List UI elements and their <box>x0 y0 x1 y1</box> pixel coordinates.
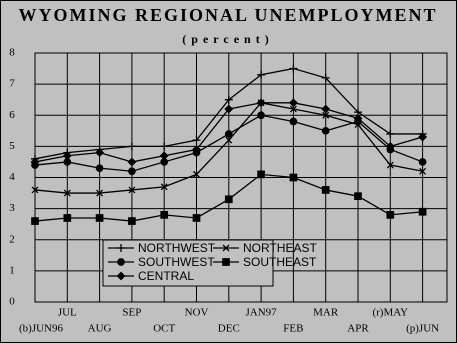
x-tick-label: JUL <box>58 307 77 319</box>
marker <box>95 164 104 173</box>
marker <box>192 214 201 222</box>
marker <box>418 158 427 166</box>
marker <box>322 111 330 119</box>
x-tick-label: (p)JUN <box>406 323 439 335</box>
marker <box>289 117 298 126</box>
marker <box>224 130 233 138</box>
x-tick-label: JAN97 <box>246 307 278 319</box>
x-tick-label: OCT <box>153 323 175 335</box>
marker <box>117 258 125 266</box>
x-tick-label: APR <box>347 323 369 335</box>
y-tick-label: 2 <box>9 233 15 245</box>
marker <box>354 192 362 201</box>
marker <box>289 64 298 73</box>
marker <box>386 129 395 138</box>
marker <box>128 217 136 225</box>
marker <box>193 170 200 178</box>
marker <box>288 98 298 108</box>
marker <box>127 157 137 167</box>
y-tick-label: 4 <box>9 171 15 183</box>
x-tick-label: NOV <box>185 307 209 319</box>
marker <box>321 126 330 135</box>
marker <box>63 189 71 197</box>
marker <box>224 95 233 104</box>
marker <box>160 142 169 151</box>
y-tick-label: 0 <box>9 296 15 308</box>
marker <box>222 244 230 252</box>
marker <box>127 142 136 151</box>
marker <box>321 104 331 114</box>
x-tick-label: (r)MAY <box>372 307 408 319</box>
marker <box>289 105 297 113</box>
marker <box>224 195 233 204</box>
legend-label: SOUTHEAST <box>243 255 317 269</box>
legend-label: SOUTHWEST <box>138 255 215 269</box>
marker <box>160 183 168 191</box>
y-tick-label: 6 <box>9 109 15 121</box>
legend-label: CENTRAL <box>138 269 194 283</box>
x-tick-label: MAR <box>313 307 339 319</box>
marker <box>30 157 40 167</box>
legend-label: NORTHEAST <box>243 241 317 255</box>
marker <box>321 73 330 82</box>
y-tick-label: 8 <box>9 47 15 59</box>
marker <box>63 214 72 222</box>
marker <box>160 210 169 219</box>
x-tick-label: FEB <box>283 323 303 335</box>
marker <box>353 113 363 123</box>
marker <box>159 151 169 161</box>
marker <box>385 141 395 151</box>
marker <box>386 210 395 219</box>
x-tick-label: DEC <box>218 323 240 335</box>
y-tick-label: 3 <box>9 202 15 214</box>
x-tick-label: (b)JUN96 <box>19 323 63 335</box>
marker <box>257 170 265 179</box>
marker <box>95 214 104 222</box>
marker <box>419 167 427 175</box>
y-tick-label: 1 <box>9 264 15 276</box>
y-tick-label: 7 <box>9 78 15 90</box>
marker <box>225 136 233 144</box>
legend-label: NORTHWEST <box>138 241 216 255</box>
marker <box>256 98 266 108</box>
marker <box>116 271 126 281</box>
marker <box>321 186 330 194</box>
marker <box>257 70 266 79</box>
chart-subtitle: (percent) <box>182 32 273 46</box>
marker <box>222 258 230 266</box>
x-tick-label: AUG <box>88 323 112 335</box>
marker <box>62 151 72 161</box>
marker <box>289 173 298 182</box>
marker <box>128 167 136 176</box>
chart-title: WYOMING REGIONAL UNEMPLOYMENT <box>18 5 437 25</box>
marker <box>117 244 125 252</box>
marker <box>192 136 201 145</box>
marker <box>31 186 39 194</box>
marker <box>418 207 427 216</box>
marker <box>386 161 394 169</box>
marker <box>192 145 201 154</box>
marker <box>257 111 265 120</box>
marker <box>128 186 136 194</box>
marker <box>96 189 104 197</box>
x-tick-label: SEP <box>122 307 141 319</box>
marker <box>95 148 105 158</box>
marker <box>224 104 234 114</box>
marker <box>418 132 428 142</box>
marker <box>31 217 39 225</box>
y-tick-label: 5 <box>9 140 15 152</box>
